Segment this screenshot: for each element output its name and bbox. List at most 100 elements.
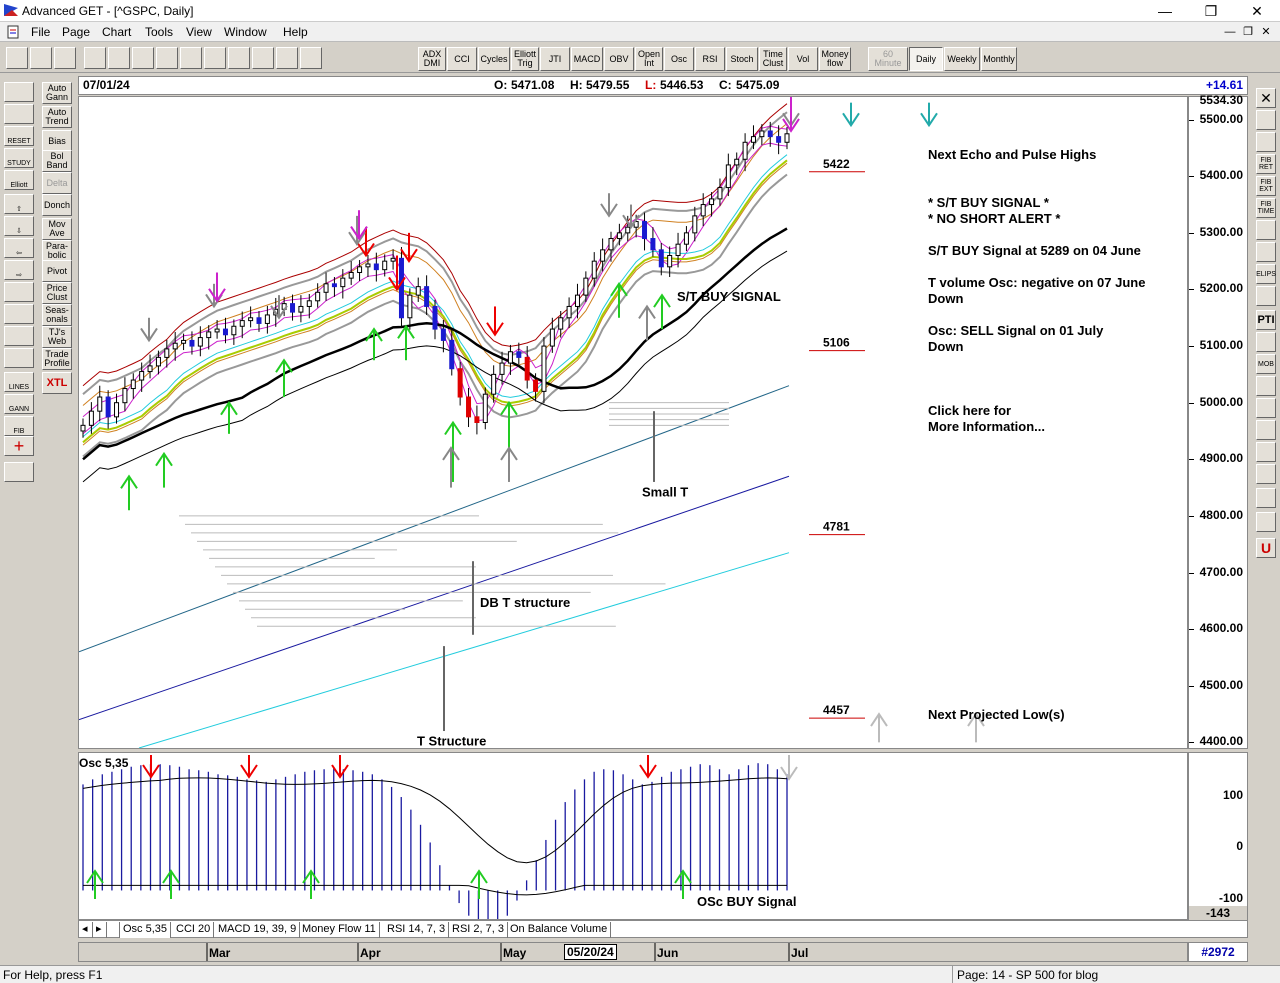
auto-gann-button[interactable]: Auto Gann <box>42 82 72 104</box>
tab-cci[interactable]: CCI 20 <box>173 922 215 938</box>
parabolic-button[interactable]: Para-bolic <box>42 240 72 262</box>
tab-macd[interactable]: MACD 19, 39, 9 <box>215 922 301 938</box>
tab-scroll-right[interactable]: ▸ <box>93 922 107 938</box>
macd-button[interactable]: MACD <box>571 47 603 71</box>
mov-ave-button[interactable]: Mov Ave <box>42 218 72 240</box>
mob-button[interactable]: MOB <box>1256 354 1276 374</box>
jti-button[interactable]: JTI <box>540 47 570 71</box>
gann-button[interactable]: GANN <box>4 394 34 414</box>
rsi-button[interactable]: RSI <box>695 47 725 71</box>
study-button[interactable]: STUDY <box>4 148 34 168</box>
context-help-icon[interactable] <box>300 47 322 69</box>
restore-button[interactable]: ❐ <box>1204 3 1218 19</box>
arrow-right-icon[interactable]: ⇨ <box>4 260 34 280</box>
menu-window[interactable]: Window <box>224 25 267 39</box>
table-tool-icon[interactable] <box>1256 332 1276 352</box>
tab-scroll-left[interactable]: ◂ <box>79 922 93 938</box>
money-flow-button[interactable]: Money flow <box>819 47 851 71</box>
delta-button[interactable]: Delta <box>42 172 72 194</box>
help-icon[interactable] <box>276 47 298 69</box>
tjs-web-button[interactable]: TJ's Web <box>42 326 72 348</box>
grid-icon[interactable] <box>180 47 202 69</box>
list-tool-icon[interactable] <box>1256 512 1276 532</box>
fib-ret-button[interactable]: FIB RET <box>1256 154 1276 174</box>
pivot-button[interactable]: Pivot <box>42 260 72 282</box>
bias-button[interactable]: Bias <box>42 130 72 152</box>
grid-tool-icon[interactable] <box>1256 488 1276 508</box>
tile-icon[interactable] <box>204 47 226 69</box>
fan-tool-icon[interactable] <box>1256 242 1276 262</box>
elips-button[interactable]: ELIPS <box>1256 264 1276 284</box>
tab-osc[interactable]: Osc 5,35 <box>119 922 172 938</box>
seasonals-button[interactable]: Seas-onals <box>42 304 72 326</box>
donch-button[interactable]: Donch <box>42 194 72 216</box>
scale-tool-icon[interactable] <box>1256 420 1276 440</box>
vol-button[interactable]: Vol <box>788 47 818 71</box>
tab-rsi-14[interactable]: RSI 14, 7, 3 <box>384 922 450 938</box>
mdi-close-button[interactable]: ✕ <box>1261 26 1271 38</box>
pointer-tool-icon[interactable] <box>6 47 28 69</box>
date-axis[interactable]: Mar Apr May 05/20/24 Jun Jul <box>78 942 1188 962</box>
timeframe-60-minute[interactable]: 60 Minute <box>868 47 908 71</box>
magnet-icon[interactable]: U <box>1256 538 1276 558</box>
price-axis[interactable]: 4400.00 4500.00 4600.00 4700.00 4800.00 4900.… <box>1188 93 1248 749</box>
adx-dmi-button[interactable]: ADX DMI <box>418 47 446 71</box>
open-int-button[interactable]: Open Int <box>635 47 663 71</box>
timeframe-weekly[interactable]: Weekly <box>944 47 980 71</box>
new-page-icon[interactable] <box>84 47 106 69</box>
edit-icon[interactable] <box>1256 464 1276 484</box>
fib-time-button[interactable]: FIB TIME <box>1256 198 1276 218</box>
fib-ext-button[interactable]: FIB EXT <box>1256 176 1276 196</box>
trade-profile-button[interactable]: Trade Profile <box>42 348 72 370</box>
properties-icon[interactable] <box>4 462 34 482</box>
lines-button[interactable]: LINES <box>4 372 34 392</box>
pti-button[interactable]: PTI <box>1256 310 1276 330</box>
crosshair-tool-icon[interactable] <box>30 47 52 69</box>
timeframe-monthly[interactable]: Monthly <box>981 47 1017 71</box>
menu-file[interactable]: File <box>31 25 51 39</box>
mdi-minimize-button[interactable]: — <box>1224 26 1236 38</box>
oscillator-panel[interactable]: OSc BUY Signal Osc 5,35 <box>78 752 1188 926</box>
regression-tool-icon[interactable] <box>1256 286 1276 306</box>
auto-trend-button[interactable]: Auto Trend <box>42 106 72 128</box>
open-folder-icon[interactable] <box>4 82 34 102</box>
time-clust-button[interactable]: Time Clust <box>759 47 787 71</box>
arrow-left-icon[interactable]: ⇦ <box>4 238 34 258</box>
open-page-icon[interactable] <box>108 47 130 69</box>
price-clust-button[interactable]: Price Clust <box>42 282 72 304</box>
menu-view[interactable]: View <box>186 25 212 39</box>
mdi-restore-button[interactable]: ❐ <box>1243 26 1253 38</box>
zoom-icon[interactable] <box>54 47 76 69</box>
paste-icon[interactable] <box>156 47 178 69</box>
tab-on-balance-volume[interactable]: On Balance Volume <box>507 922 612 938</box>
osc-button[interactable]: Osc <box>664 47 694 71</box>
reset-button[interactable]: RESET <box>4 126 34 146</box>
pencil-icon[interactable] <box>1256 442 1276 462</box>
line-tool-icon[interactable] <box>1256 110 1276 130</box>
grid-toggle-icon[interactable] <box>4 348 34 368</box>
scale-compress-icon[interactable] <box>4 326 34 346</box>
print-icon[interactable] <box>252 47 274 69</box>
stoch-button[interactable]: Stoch <box>726 47 758 71</box>
menu-chart[interactable]: Chart <box>102 25 132 39</box>
elliott-button[interactable]: Elliott <box>4 170 34 190</box>
bol-band-button[interactable]: Bol Band <box>42 150 72 172</box>
arc-tool-icon[interactable] <box>1256 220 1276 240</box>
fib-button[interactable]: FIB <box>4 416 34 436</box>
price-chart[interactable]: 5422 5106 4781 4457 S/T BUY SIGNAL Small T DB … <box>78 91 1188 749</box>
bars-icon[interactable] <box>4 282 34 302</box>
channel-tool-icon[interactable] <box>1256 132 1276 152</box>
target-tool-icon[interactable] <box>1256 376 1276 396</box>
up-arrow-tool-icon[interactable] <box>1256 398 1276 418</box>
crosshair-icon[interactable]: + <box>4 436 34 456</box>
draw-line-icon[interactable] <box>4 104 34 124</box>
arrow-down-icon[interactable]: ⇩ <box>4 216 34 236</box>
tab-rsi-2[interactable]: RSI 2, 7, 3 <box>449 922 508 938</box>
close-button[interactable]: ✕ <box>1251 3 1263 19</box>
close-study-icon[interactable]: ✕ <box>1256 88 1276 108</box>
timeframe-daily[interactable]: Daily <box>909 47 943 71</box>
cycles-button[interactable]: Cycles <box>478 47 510 71</box>
menu-tools[interactable]: Tools <box>145 25 174 39</box>
xtl-button[interactable]: XTL <box>42 372 72 394</box>
minimize-button[interactable]: — <box>1158 3 1172 19</box>
